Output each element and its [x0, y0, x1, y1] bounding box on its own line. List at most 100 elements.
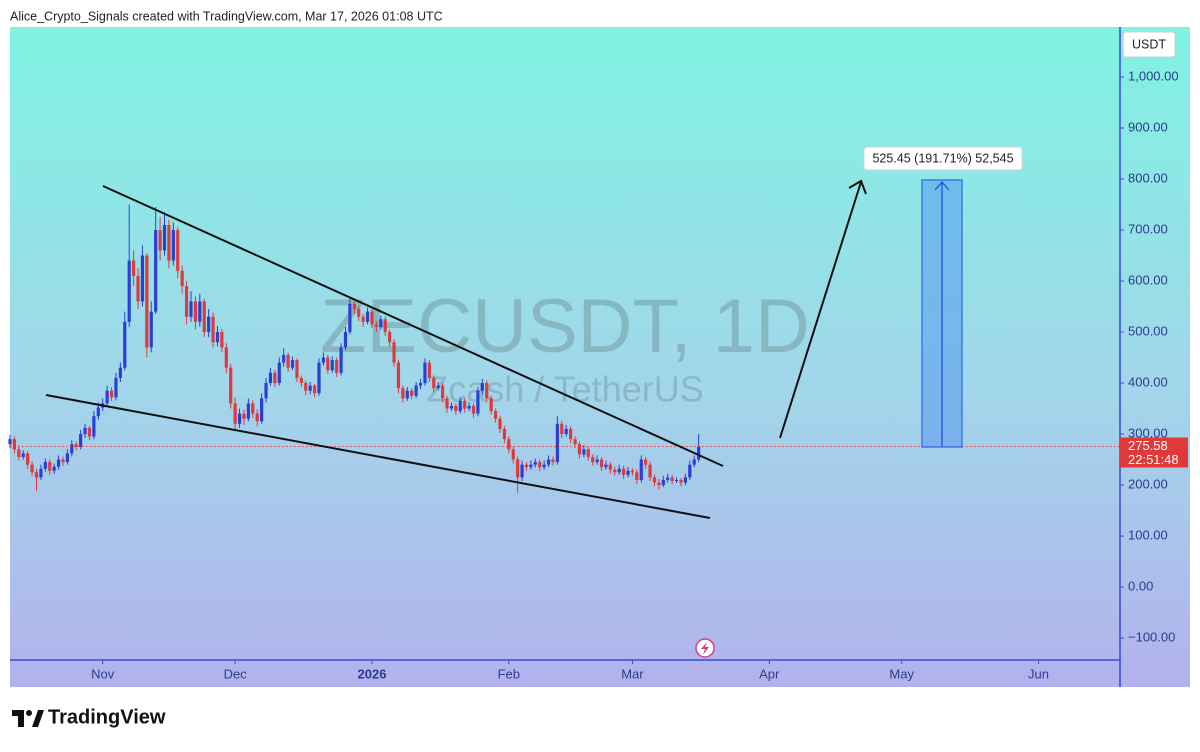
watermark-symbol: ZECUSDT, 1D [320, 284, 810, 369]
candle-body [666, 477, 670, 480]
candle-body [189, 301, 193, 317]
axes: −100.00 0.00 100.00 200.00 300.00 400.00 500.0… [91, 68, 1188, 681]
upper-trendline [102, 185, 724, 467]
candle-body [507, 439, 511, 450]
candle-body [26, 453, 30, 465]
candle-body [140, 255, 145, 302]
candle-body [569, 428, 573, 440]
candle-body [65, 453, 69, 463]
candle-body [290, 360, 295, 368]
candle-body [401, 388, 405, 399]
candle-body [674, 479, 679, 481]
y-tick-label: 100.00 [1128, 527, 1168, 542]
candle-body [365, 311, 370, 322]
currency: USDT [1132, 37, 1166, 51]
candle-body [114, 377, 118, 398]
candle-body [467, 405, 471, 409]
candle-body [299, 377, 303, 384]
candle-body [251, 403, 255, 414]
candle-body [136, 275, 140, 302]
candle-body [48, 462, 52, 471]
candle-body [604, 464, 608, 468]
y-tick-label: 200.00 [1128, 476, 1168, 491]
brand-name: TradingView [48, 706, 166, 728]
candle-body [551, 459, 555, 463]
candle-body [396, 362, 401, 389]
y-tick-label: −100.00 [1128, 630, 1175, 645]
y-tick-label: 800.00 [1128, 170, 1168, 185]
candle-body [105, 390, 109, 404]
candle-body [339, 347, 343, 373]
candle-body [8, 439, 12, 445]
candle-body [661, 479, 665, 486]
y-tick-label: 300.00 [1128, 425, 1168, 440]
candle-body [463, 400, 467, 409]
last-price-label: 275.58 [1128, 438, 1168, 453]
candle-body [361, 316, 365, 322]
chart-background [10, 27, 1190, 687]
candle-body [193, 301, 198, 322]
candle-body [489, 398, 493, 412]
candle-body [30, 464, 34, 473]
candle-body [414, 385, 418, 396]
y-tick-label: 600.00 [1128, 272, 1168, 287]
candle-body [560, 423, 564, 435]
candle-body [180, 270, 184, 287]
candle-body [458, 400, 462, 412]
candle-body [260, 398, 264, 422]
candle-body [621, 468, 626, 475]
candle-body [308, 385, 312, 391]
candle-body [405, 390, 409, 399]
candle-body [617, 468, 621, 473]
candle-body [282, 354, 286, 363]
brand-logo-slash [32, 710, 44, 727]
candle-body [326, 357, 330, 371]
candle-body [652, 477, 657, 483]
candle-body [511, 449, 515, 460]
candle-body [591, 456, 595, 463]
candle-body [692, 459, 696, 465]
candle-body [52, 466, 56, 471]
candle-body [43, 462, 47, 469]
candle-body [273, 372, 277, 384]
candle-body [392, 342, 396, 363]
candle-body [688, 464, 692, 478]
candle-body [613, 469, 617, 473]
candle-body [630, 470, 635, 473]
x-tick-label: May [889, 666, 914, 681]
candle-body [538, 462, 542, 468]
candle-body [498, 418, 502, 429]
candle-body [564, 428, 568, 435]
candle-body [348, 303, 352, 333]
y-tick-label: 700.00 [1128, 221, 1168, 236]
x-tick-label: Dec [224, 666, 248, 681]
y-tick-label: 1,000.00 [1128, 68, 1179, 83]
watermark: ZECUSDT, 1D Zcash / TetherUS [320, 284, 810, 409]
candle-body [224, 347, 228, 368]
candle-body [286, 354, 290, 368]
candle-body [317, 362, 321, 394]
candle-body [476, 390, 480, 414]
drawings [45, 179, 867, 519]
currency-box[interactable] [1122, 31, 1176, 58]
candle-body [335, 360, 339, 373]
candle-body [198, 301, 202, 322]
measure-label-box [863, 146, 1023, 171]
candle-body [445, 398, 449, 409]
candle-body [524, 464, 529, 468]
candle-body [79, 434, 83, 447]
candle-body [577, 444, 582, 455]
x-tick-label: Jun [1028, 666, 1049, 681]
candle-body [683, 477, 687, 483]
candle-body [229, 367, 233, 404]
candle-body [171, 230, 175, 261]
lower-trendline [45, 394, 711, 519]
measure-arrowhead [934, 180, 950, 191]
candle-body [74, 444, 78, 447]
candle-body [352, 303, 356, 310]
candle-body [39, 468, 43, 478]
candle-body [388, 332, 392, 343]
y-tick-label: 500.00 [1128, 323, 1168, 338]
plot [8, 204, 1120, 493]
